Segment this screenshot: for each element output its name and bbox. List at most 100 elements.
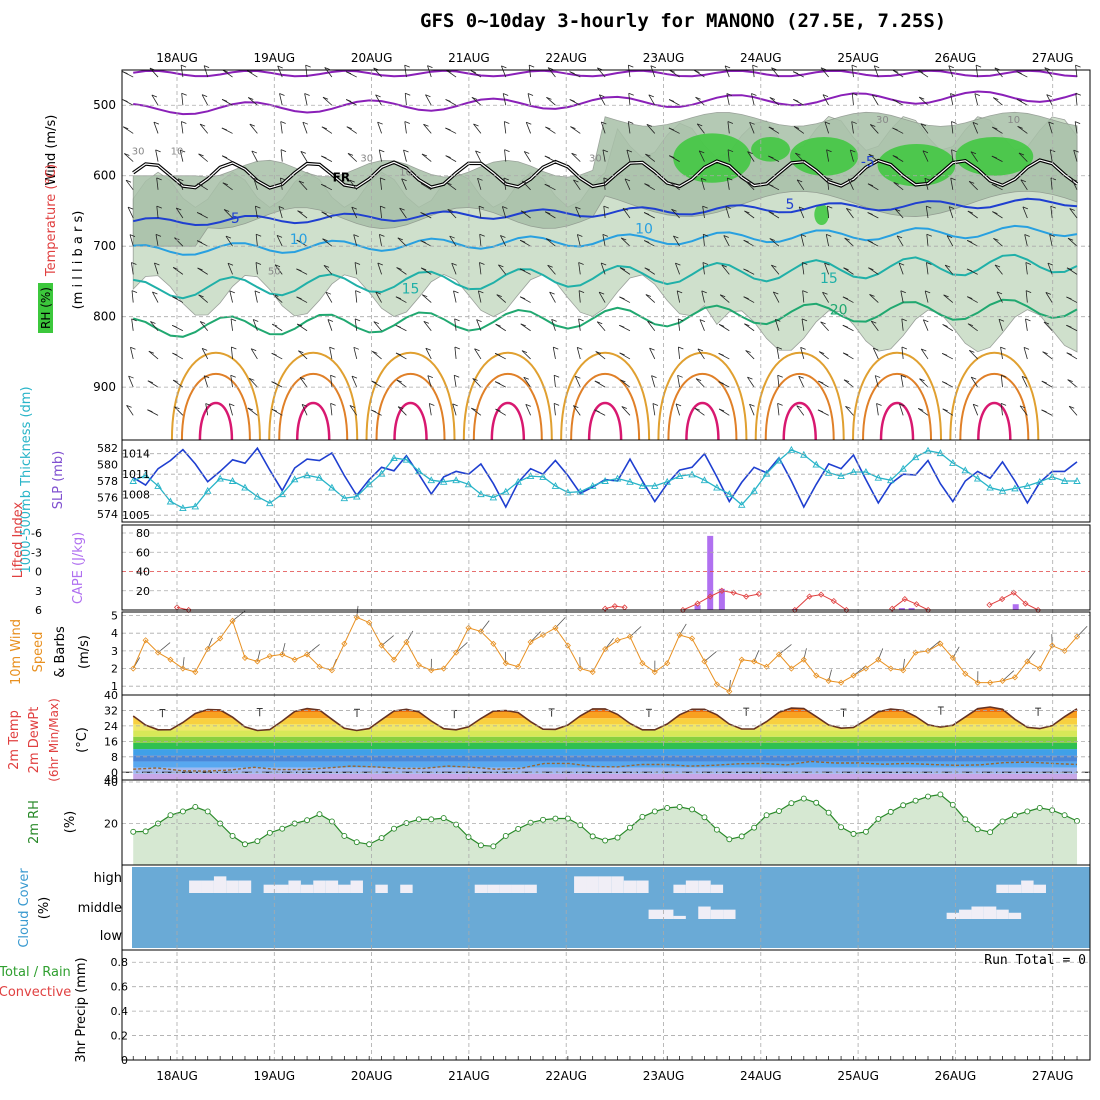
wind-barb-flag	[991, 183, 998, 187]
wind-barb-flag	[869, 294, 875, 297]
wind-speed-marker	[577, 665, 584, 672]
precip-tick-label: 0.2	[111, 1030, 129, 1043]
wind-barb-flag	[924, 177, 931, 181]
wind-barb-flag	[1069, 405, 1075, 409]
wind-barb	[181, 93, 184, 106]
wind-barb-flag	[968, 181, 975, 184]
li-marker	[1010, 589, 1017, 596]
wind-barb-flag	[893, 70, 899, 73]
isotherm-label: 5	[786, 197, 795, 213]
diurnal-contour	[949, 351, 1040, 441]
wind-tick-label: 5	[111, 610, 118, 623]
wind-barb	[1000, 403, 1003, 416]
wind-barb-flag	[970, 151, 977, 155]
thickness-marker	[1036, 477, 1044, 485]
wind-barb-flag	[545, 211, 551, 215]
thickness-marker	[1023, 481, 1032, 489]
wind-barb-flag	[251, 150, 257, 154]
wind-barb	[351, 375, 358, 388]
wind-barb-flag	[274, 264, 281, 268]
wind-barb	[776, 347, 780, 360]
wind-barb	[228, 403, 233, 416]
wind-barb-flag	[222, 182, 228, 186]
rh-contour-label: 30	[360, 154, 373, 165]
rh2m-marker	[738, 833, 745, 840]
wind-barb-flag	[523, 376, 529, 380]
wind-speed-marker	[1024, 658, 1031, 665]
date-label-bottom: 20AUG	[351, 1069, 393, 1083]
wind-barb	[950, 93, 954, 106]
wind-barb	[844, 237, 854, 247]
wind-barb	[645, 294, 656, 303]
wind-barb-flag	[475, 150, 481, 154]
temp-tick-label: 8	[111, 751, 118, 764]
wind-barb	[922, 150, 929, 162]
isotherm-label: -5	[861, 155, 875, 171]
wind-barb-flag	[598, 291, 605, 295]
wind-barb-flag	[181, 92, 187, 96]
wind-barb-flag	[901, 318, 907, 322]
wind-barb	[1067, 237, 1078, 247]
wind-barb-flag	[769, 238, 775, 241]
wind-barb-flag	[405, 92, 411, 96]
wind-barb-flag	[628, 64, 634, 68]
wind-barb-flag	[998, 318, 1005, 322]
rh2m-marker	[701, 814, 708, 821]
wind-axis-label: Wind (m/s)	[44, 115, 59, 186]
wind-barb	[602, 234, 606, 247]
wind-barb-flag	[345, 71, 352, 74]
wind-barb-flag	[799, 206, 805, 210]
wind-barb-flag	[573, 405, 579, 408]
wind-barb	[826, 206, 830, 219]
wind-barb	[172, 379, 184, 388]
wind-barb	[650, 65, 656, 78]
wind-barb	[671, 208, 680, 219]
wind-barb-flag	[671, 208, 677, 212]
diurnal-contour	[959, 372, 1030, 441]
thickness-marker	[837, 472, 845, 480]
wind-barb-flag	[668, 127, 675, 131]
wind-barb-flag	[379, 149, 385, 153]
wind-barb-flag	[520, 239, 526, 243]
wind-barb-flag	[153, 121, 160, 125]
rh2m-marker	[1011, 812, 1018, 819]
wind-speed-marker	[726, 688, 733, 695]
wind-speed-marker	[1073, 633, 1081, 640]
wind-barb	[372, 351, 382, 360]
wind-speed-marker	[589, 668, 596, 676]
wind-barb-flag	[966, 268, 973, 272]
wind-barb-flag	[993, 237, 999, 241]
wind-barb	[428, 403, 432, 416]
wind-speed-marker	[614, 637, 621, 644]
wind-barb	[523, 377, 531, 388]
wind-barb-flag	[322, 238, 328, 242]
diurnal-contour	[490, 401, 526, 441]
wind-barb	[346, 126, 357, 134]
wind-barb	[598, 94, 606, 106]
rh2m-marker	[403, 820, 410, 827]
cloud-high-bar	[611, 876, 624, 893]
wind-speed-marker	[763, 663, 770, 670]
thickness-marker	[315, 473, 324, 481]
wind-barb-flag	[1075, 92, 1081, 96]
wind-barb-flag	[203, 375, 210, 379]
cloud-high-bar	[499, 884, 512, 893]
wind-barb	[528, 65, 532, 78]
wind-barb-flag	[867, 183, 874, 187]
wind-barb-flag	[1047, 262, 1054, 266]
diurnal-contour	[977, 401, 1012, 441]
thickness-marker	[651, 481, 659, 489]
surface-wind-barb	[480, 620, 490, 632]
wind-speed-marker	[366, 619, 373, 626]
wind-barb	[578, 318, 581, 331]
wind-barb-flag	[577, 234, 583, 237]
panel-frame	[121, 524, 1091, 611]
wind-barb-flag	[626, 149, 633, 153]
wind-barb-flag	[176, 207, 182, 211]
wind-barb	[918, 96, 929, 106]
temp-band	[122, 693, 1090, 699]
wind-barb	[252, 319, 258, 331]
wind-barb-flag	[668, 99, 675, 102]
wind-barb	[475, 150, 482, 162]
wind-barb	[675, 263, 681, 275]
